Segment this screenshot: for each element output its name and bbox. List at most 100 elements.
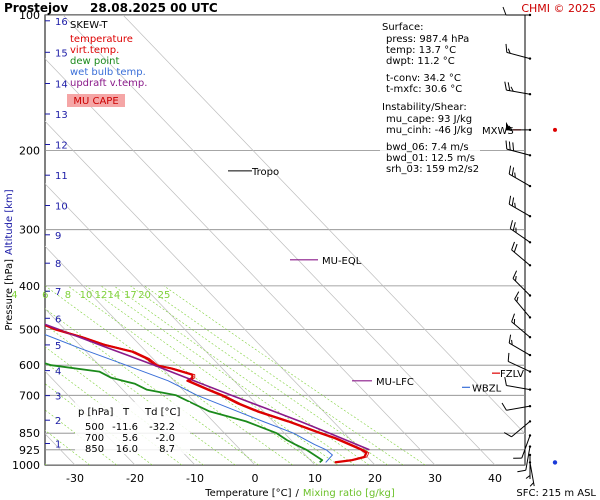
wind-barb bbox=[502, 6, 532, 17]
wind-barb bbox=[508, 334, 532, 357]
mixing-ratio-label: 14 bbox=[108, 290, 121, 301]
altitude-tick-label: 4 bbox=[55, 367, 61, 378]
pressure-ticks: 100 200 300 400 500 600 700 850 925 1000 bbox=[12, 9, 40, 472]
altitude-tick-label: 16 bbox=[55, 17, 68, 28]
temperature-axis-label: Temperature [°C] bbox=[204, 488, 291, 499]
altitude-tick-label: 13 bbox=[55, 110, 68, 121]
legend-title: SKEW-T bbox=[70, 20, 108, 31]
surface-value: temp: 13.7 °C bbox=[386, 45, 456, 56]
temperature-ticks: -30 -20 -10 0 10 20 30 40 bbox=[66, 472, 502, 485]
pressure-tick-925: 925 bbox=[19, 444, 40, 457]
temperature-tick-label: -10 bbox=[186, 472, 204, 485]
pressure-tick-600: 600 bbox=[19, 359, 40, 372]
mixing-ratio-label: 20 bbox=[138, 290, 151, 301]
legend-item: dew point bbox=[70, 56, 119, 67]
altitude-tick-label: 3 bbox=[55, 392, 61, 403]
levels-table-header: Td [°C] bbox=[144, 407, 181, 418]
levels-table-header: T bbox=[122, 407, 130, 418]
mixing-ratio-line bbox=[45, 429, 90, 465]
pressure-tick-700: 700 bbox=[19, 389, 40, 402]
altitude-tick-label: 2 bbox=[55, 416, 61, 427]
temperature-tick-label: 20 bbox=[368, 472, 382, 485]
pressure-tick-300: 300 bbox=[19, 224, 40, 237]
legend-item: temperature bbox=[70, 34, 133, 45]
mu-eql-label: MU-EQL bbox=[322, 256, 362, 267]
x-axis-label: Temperature [°C] / Mixing ratio [g/kg] bbox=[204, 488, 395, 499]
pressure-tick-1000: 1000 bbox=[12, 459, 40, 472]
isotherm-line bbox=[45, 58, 436, 465]
y-axis-label: Pressure [hPa] Altitude [km] bbox=[4, 189, 15, 330]
isotherm-line bbox=[122, 15, 525, 435]
profile-lines bbox=[45, 323, 370, 464]
levels-table-cell: -2.0 bbox=[155, 433, 175, 444]
grid-layer: -80 °C-70-60-50-40 °C-30-20-10 °C bbox=[45, 15, 525, 465]
instability-value: srh_03: 159 m2/s2 bbox=[386, 164, 479, 175]
wind-barb bbox=[501, 402, 532, 411]
wind-barb bbox=[504, 377, 532, 391]
mixing-ratio-line bbox=[45, 346, 204, 465]
temperature-tick-label: 10 bbox=[308, 472, 322, 485]
instability-value: bwd_01: 12.5 m/s bbox=[386, 153, 475, 164]
series-dew-point bbox=[45, 362, 324, 464]
isotherm-line bbox=[45, 245, 256, 465]
altitude-tick-label: 8 bbox=[55, 259, 61, 270]
mixing-ratio-label: 10 bbox=[80, 290, 93, 301]
wind-barb bbox=[507, 352, 532, 373]
series-temperature bbox=[45, 323, 368, 464]
wind-barb bbox=[525, 453, 532, 479]
pressure-tick-500: 500 bbox=[19, 324, 40, 337]
pressure-tick-200: 200 bbox=[19, 145, 40, 158]
altitude-tick-label: 1 bbox=[55, 440, 61, 451]
levels-table-cell: -11.6 bbox=[112, 422, 138, 433]
legend-item: virt.temp. bbox=[70, 45, 119, 56]
series-wet-bulb-temp- bbox=[45, 334, 333, 463]
mu-lfc-label: MU-LFC bbox=[376, 377, 414, 388]
wind-barb bbox=[504, 81, 532, 96]
mixing-ratio-line bbox=[144, 285, 404, 465]
mixing-ratio-line bbox=[45, 324, 236, 465]
copyright: CHMI © 2025 bbox=[521, 2, 596, 15]
levels-table-cell: 850 bbox=[85, 444, 104, 455]
sfc-label: SFC: 215 m ASL bbox=[516, 488, 596, 499]
wind-barb bbox=[528, 461, 535, 487]
surface-value: dwpt: 11.2 °C bbox=[386, 56, 455, 67]
series-virtual-temperature bbox=[57, 329, 370, 463]
mxws-label: MXWS bbox=[482, 126, 514, 137]
isotherm-line bbox=[45, 120, 376, 465]
datetime-title: 28.08.2025 00 UTC bbox=[90, 1, 218, 15]
station-title: Prostejov bbox=[4, 1, 68, 15]
altitude-tick-label: 7 bbox=[55, 287, 61, 298]
isotherm-line bbox=[45, 183, 316, 465]
tropo-label: Tropo bbox=[251, 167, 279, 178]
mixing-ratio-line bbox=[113, 285, 370, 465]
wind-barb bbox=[505, 43, 532, 60]
wind-barb bbox=[508, 165, 532, 188]
wind-barb bbox=[513, 434, 532, 459]
temperature-tick-label: -20 bbox=[126, 472, 144, 485]
pressure-tick-850: 850 bbox=[19, 427, 40, 440]
levels-table-header: p [hPa] bbox=[78, 407, 113, 418]
mixing-ratio-label: 25 bbox=[158, 290, 171, 301]
wbzl-label: WBZL bbox=[472, 383, 502, 394]
legend-item: wet bulb temp. bbox=[70, 67, 146, 78]
altitude-tick-label: 5 bbox=[55, 341, 61, 352]
levels-table-cell: 5.6 bbox=[122, 433, 138, 444]
surface-wind-dot bbox=[552, 460, 558, 465]
altitude-tick-label: 10 bbox=[55, 202, 68, 213]
mu-cape-badge bbox=[67, 94, 125, 107]
altitude-axis-label: Altitude [km] bbox=[4, 189, 15, 255]
levels-table-cell: 500 bbox=[85, 422, 104, 433]
wind-profile bbox=[501, 6, 558, 487]
isotherms bbox=[45, 15, 525, 465]
altitude-tick-label: 6 bbox=[55, 314, 61, 325]
pressure-axis-label: Pressure [hPa] bbox=[4, 259, 15, 331]
wind-barb bbox=[514, 291, 532, 319]
surface-value: press: 987.4 hPa bbox=[386, 34, 469, 45]
wind-barb bbox=[512, 270, 532, 297]
isotherm-line bbox=[45, 370, 136, 465]
mu-cape-badge-label: MU CAPE bbox=[73, 96, 118, 107]
altitude-tick-label: 9 bbox=[55, 231, 61, 242]
mixing-ratio-label: 12 bbox=[95, 290, 108, 301]
